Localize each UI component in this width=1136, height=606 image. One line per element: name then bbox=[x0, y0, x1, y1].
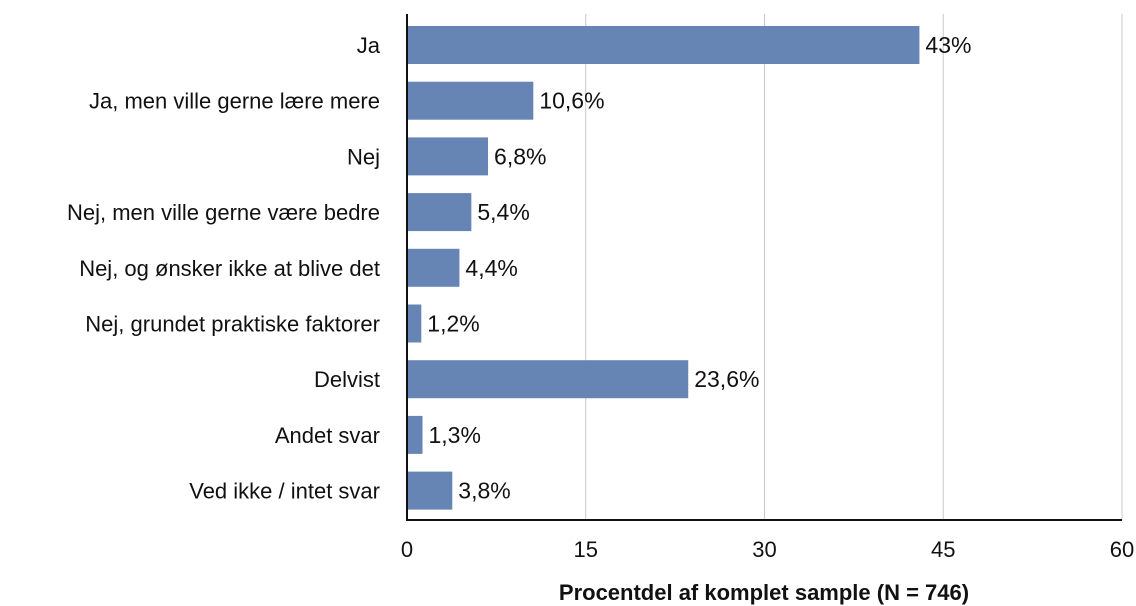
bars bbox=[407, 26, 920, 510]
x-tick-label: 15 bbox=[574, 537, 598, 562]
category-label: Delvist bbox=[314, 367, 380, 392]
data-label: 10,6% bbox=[539, 88, 604, 114]
bar bbox=[407, 193, 472, 232]
x-tick-labels: 0 15 30 45 60 bbox=[401, 537, 1134, 562]
category-label: Nej bbox=[347, 144, 380, 169]
data-label: 43% bbox=[925, 32, 971, 58]
value-labels: 43% 10,6% 6,8% 5,4% 4,4% 1,2% 23,6% 1,3% 3,8% bbox=[427, 32, 971, 504]
x-tick-label: 60 bbox=[1110, 537, 1134, 562]
bar bbox=[407, 304, 422, 343]
bar bbox=[407, 81, 534, 120]
category-label: Nej, og ønsker ikke at blive det bbox=[79, 256, 380, 281]
axes bbox=[406, 14, 1122, 521]
category-label: Ved ikke / intet svar bbox=[189, 479, 380, 504]
x-axis-title: Procentdel af komplet sample (N = 746) bbox=[559, 580, 969, 605]
category-label: Andet svar bbox=[275, 423, 380, 448]
data-label: 5,4% bbox=[477, 199, 529, 225]
x-tick-label: 45 bbox=[931, 537, 955, 562]
data-label: 1,2% bbox=[427, 311, 479, 337]
data-label: 1,3% bbox=[428, 422, 480, 448]
x-tick-label: 0 bbox=[401, 537, 413, 562]
bar bbox=[407, 415, 423, 454]
data-label: 6,8% bbox=[494, 143, 546, 169]
bar bbox=[407, 360, 689, 399]
data-label: 23,6% bbox=[694, 366, 759, 392]
category-label: Ja bbox=[357, 33, 381, 58]
category-label: Ja, men ville gerne lære mere bbox=[89, 89, 380, 114]
bar bbox=[407, 26, 920, 64]
bar bbox=[407, 471, 453, 510]
category-labels: Ja Ja, men ville gerne lære mere Nej Nej, m… bbox=[67, 33, 381, 504]
x-tick-label: 30 bbox=[752, 537, 776, 562]
category-label: Nej, grundet praktiske faktorer bbox=[85, 312, 380, 337]
bar bbox=[407, 248, 460, 287]
bar bbox=[407, 137, 489, 176]
category-label: Nej, men ville gerne være bedre bbox=[67, 200, 380, 225]
data-label: 3,8% bbox=[458, 478, 510, 504]
data-label: 4,4% bbox=[465, 255, 517, 281]
gridlines bbox=[585, 14, 1123, 520]
